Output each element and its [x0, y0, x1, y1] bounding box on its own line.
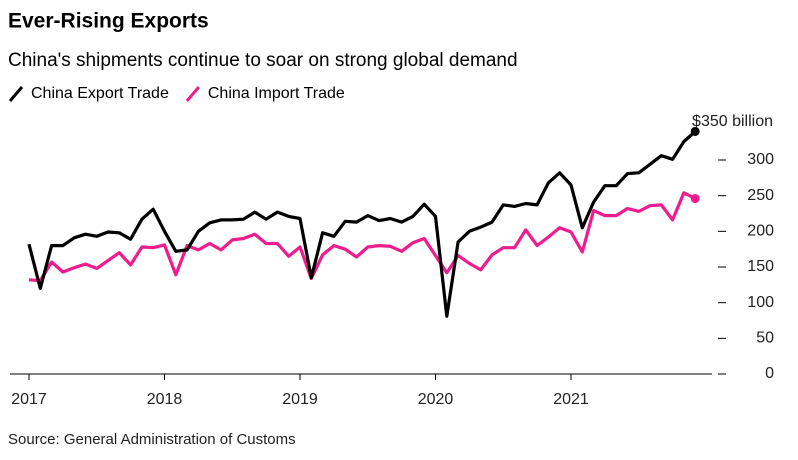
x-tick-label: 2019 — [282, 391, 318, 408]
y-tick-label: 300 — [747, 151, 774, 168]
chart-title: Ever-Rising Exports — [8, 10, 209, 33]
annotation: $350 billion — [692, 113, 773, 130]
y-tick-label: 200 — [747, 223, 774, 240]
end-dot — [690, 126, 700, 136]
legend-label: China Export Trade — [31, 85, 169, 102]
y-tick-label: 0 — [765, 365, 774, 382]
x-tick-label: 2020 — [418, 391, 454, 408]
x-tick-label: 2018 — [147, 391, 183, 408]
series-line — [28, 191, 696, 283]
end-dot — [690, 194, 700, 204]
y-tick-label: 50 — [756, 330, 774, 347]
y-tick-label: 150 — [747, 258, 774, 275]
y-tick-label: 100 — [747, 294, 774, 311]
source: Source: General Administration of Custom… — [8, 431, 296, 448]
legend-label: China Import Trade — [208, 85, 345, 102]
legend-swatch — [185, 86, 200, 102]
y-tick-label: 250 — [747, 187, 774, 204]
legend-swatch — [8, 86, 24, 102]
x-tick-label: 2017 — [11, 391, 47, 408]
chart-subtitle: China's shipments continue to soar on st… — [8, 50, 518, 71]
series-line — [27, 130, 697, 318]
x-tick-label: 2021 — [553, 391, 589, 408]
